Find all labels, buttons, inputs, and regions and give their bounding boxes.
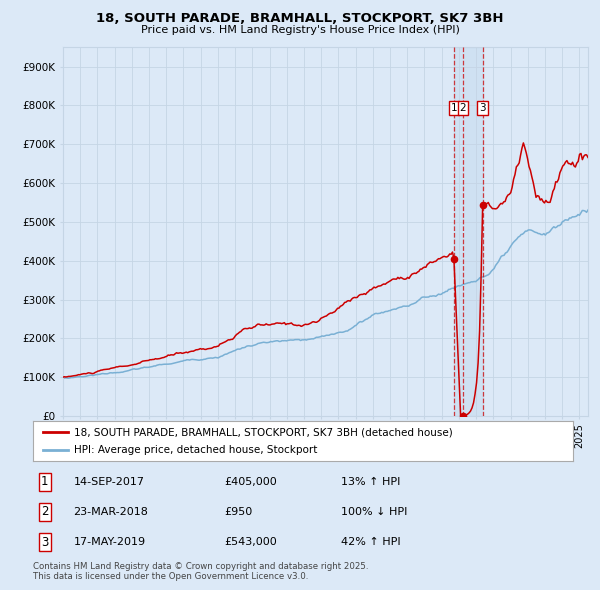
Text: Price paid vs. HM Land Registry's House Price Index (HPI): Price paid vs. HM Land Registry's House … xyxy=(140,25,460,35)
Text: 17-MAY-2019: 17-MAY-2019 xyxy=(74,537,146,547)
Text: 14-SEP-2017: 14-SEP-2017 xyxy=(74,477,145,487)
Text: 18, SOUTH PARADE, BRAMHALL, STOCKPORT, SK7 3BH: 18, SOUTH PARADE, BRAMHALL, STOCKPORT, S… xyxy=(96,12,504,25)
Text: 3: 3 xyxy=(479,103,486,113)
Text: 13% ↑ HPI: 13% ↑ HPI xyxy=(341,477,400,487)
Text: 18, SOUTH PARADE, BRAMHALL, STOCKPORT, SK7 3BH (detached house): 18, SOUTH PARADE, BRAMHALL, STOCKPORT, S… xyxy=(74,428,452,438)
Text: HPI: Average price, detached house, Stockport: HPI: Average price, detached house, Stoc… xyxy=(74,445,317,455)
Text: 23-MAR-2018: 23-MAR-2018 xyxy=(74,507,148,517)
Text: 100% ↓ HPI: 100% ↓ HPI xyxy=(341,507,407,517)
Text: £950: £950 xyxy=(224,507,253,517)
Text: 1: 1 xyxy=(41,475,49,488)
Text: £405,000: £405,000 xyxy=(224,477,277,487)
Text: Contains HM Land Registry data © Crown copyright and database right 2025.
This d: Contains HM Land Registry data © Crown c… xyxy=(33,562,368,581)
Text: 42% ↑ HPI: 42% ↑ HPI xyxy=(341,537,400,547)
Bar xyxy=(454,47,482,416)
Text: 2: 2 xyxy=(41,505,49,519)
Text: 3: 3 xyxy=(41,536,49,549)
Text: 1: 1 xyxy=(451,103,457,113)
Text: £543,000: £543,000 xyxy=(224,537,277,547)
Text: 2: 2 xyxy=(460,103,466,113)
